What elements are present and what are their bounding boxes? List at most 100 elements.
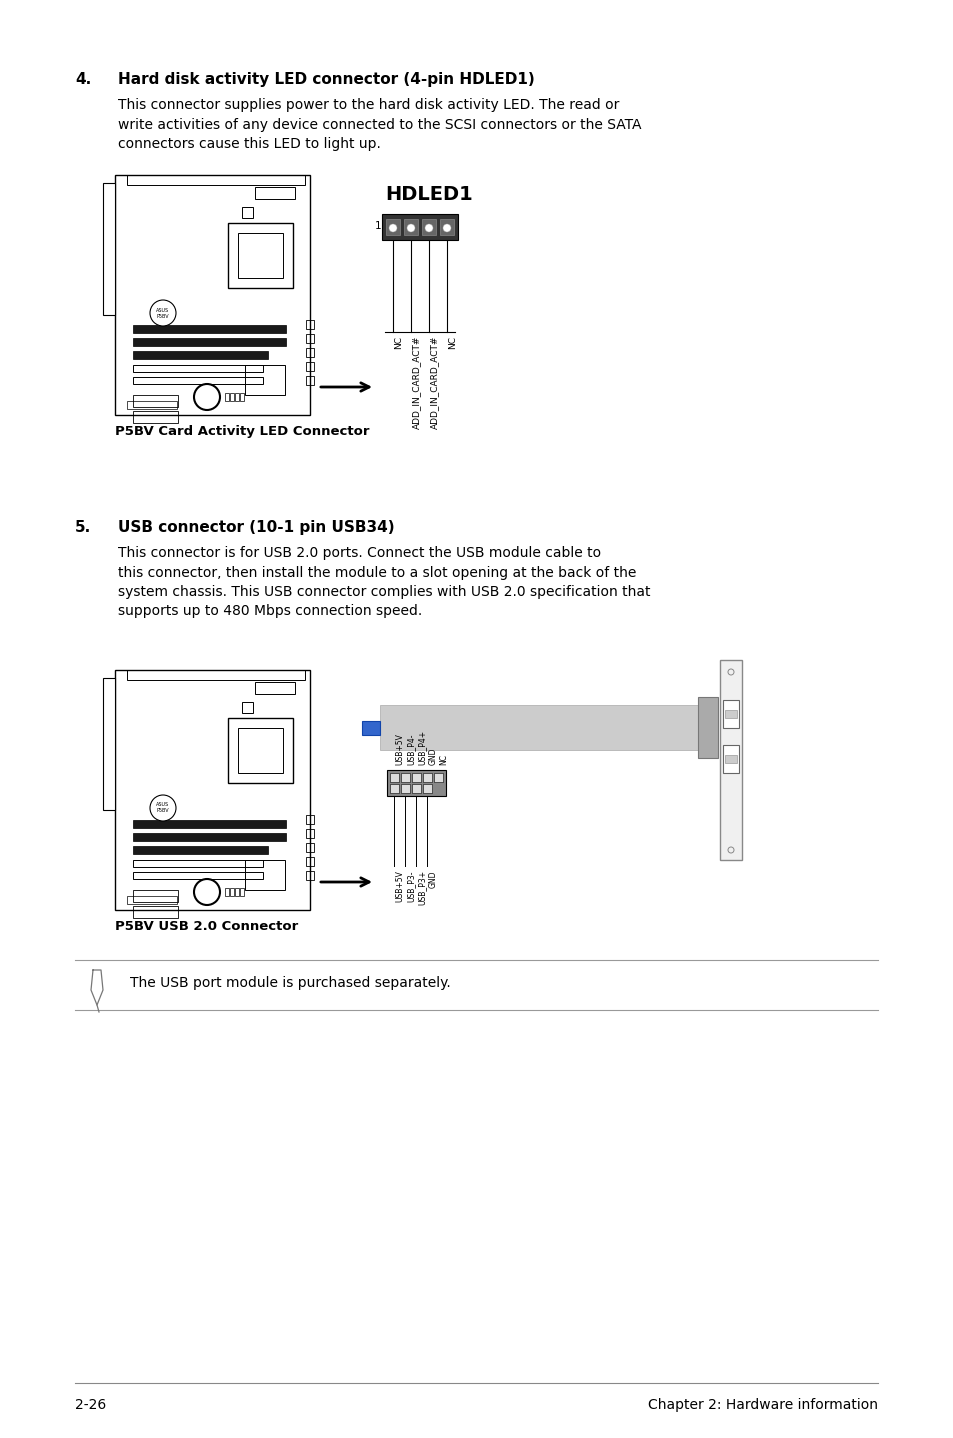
Circle shape <box>407 224 415 232</box>
Bar <box>127 175 305 186</box>
Bar <box>234 393 239 401</box>
Bar <box>103 677 115 810</box>
Bar <box>720 660 741 860</box>
Circle shape <box>193 384 220 410</box>
Bar <box>132 325 286 334</box>
Bar <box>245 860 285 890</box>
Text: This connector is for USB 2.0 ports. Connect the USB module cable to
this connec: This connector is for USB 2.0 ports. Con… <box>118 546 650 618</box>
Bar <box>230 393 233 401</box>
Bar <box>381 214 457 240</box>
Bar <box>306 334 314 344</box>
Text: NC: NC <box>394 336 402 349</box>
Text: NC: NC <box>439 754 448 765</box>
Bar <box>242 207 253 219</box>
Bar <box>412 774 420 782</box>
Circle shape <box>389 224 396 232</box>
Circle shape <box>150 795 175 821</box>
Bar <box>127 896 177 905</box>
Bar <box>306 871 314 880</box>
Bar <box>245 365 285 395</box>
Bar <box>722 745 739 774</box>
Bar <box>237 728 283 774</box>
Bar <box>230 889 233 896</box>
Bar <box>422 774 432 782</box>
Text: Hard disk activity LED connector (4-pin HDLED1): Hard disk activity LED connector (4-pin … <box>118 72 535 88</box>
Bar <box>400 774 410 782</box>
Bar <box>724 710 737 718</box>
Text: USB_P4+: USB_P4+ <box>417 731 426 765</box>
Bar <box>115 175 310 416</box>
Bar <box>132 338 286 347</box>
Bar <box>390 774 398 782</box>
Bar <box>306 828 314 838</box>
Bar <box>439 219 454 234</box>
Bar <box>254 682 294 695</box>
Bar <box>422 784 432 792</box>
Bar <box>127 670 305 680</box>
Circle shape <box>193 879 220 905</box>
Bar <box>724 755 737 764</box>
Text: GND: GND <box>428 870 437 887</box>
Bar <box>115 670 310 910</box>
Bar <box>132 833 286 841</box>
Text: USB connector (10-1 pin USB34): USB connector (10-1 pin USB34) <box>118 521 395 535</box>
Text: USB_P3-: USB_P3- <box>406 870 416 902</box>
Bar <box>722 700 739 728</box>
Text: The USB port module is purchased separately.: The USB port module is purchased separat… <box>130 976 450 989</box>
Bar <box>306 857 314 866</box>
Bar <box>306 375 314 385</box>
Bar <box>225 393 229 401</box>
Bar <box>127 401 177 408</box>
Bar <box>242 702 253 713</box>
Bar <box>132 395 178 407</box>
Bar <box>132 820 286 828</box>
Bar <box>234 889 239 896</box>
Bar <box>132 890 178 902</box>
Bar <box>132 860 263 867</box>
Bar <box>403 219 417 234</box>
Text: P5BV USB 2.0 Connector: P5BV USB 2.0 Connector <box>115 920 298 933</box>
Bar <box>254 187 294 198</box>
Text: USB+5V: USB+5V <box>395 733 404 765</box>
Circle shape <box>442 224 451 232</box>
Bar <box>386 219 399 234</box>
Bar <box>361 720 379 735</box>
Text: P5BV: P5BV <box>156 808 169 814</box>
Bar <box>387 769 446 797</box>
Bar <box>421 219 436 234</box>
Bar <box>132 871 263 879</box>
Bar <box>379 705 718 751</box>
Bar <box>237 233 283 278</box>
Bar <box>132 377 263 384</box>
Bar <box>390 784 398 792</box>
Bar <box>306 321 314 329</box>
Bar <box>132 846 268 854</box>
Bar <box>412 784 420 792</box>
Text: 2-26: 2-26 <box>75 1398 106 1412</box>
Text: P5BV: P5BV <box>156 313 169 318</box>
Text: ADD_IN_CARD_ACT#: ADD_IN_CARD_ACT# <box>412 336 420 430</box>
Text: 5.: 5. <box>75 521 91 535</box>
Text: USB_P4-: USB_P4- <box>406 733 416 765</box>
Bar <box>240 393 244 401</box>
Circle shape <box>424 224 433 232</box>
Text: NC: NC <box>448 336 456 349</box>
Text: USB_P3+: USB_P3+ <box>417 870 426 905</box>
Bar <box>132 365 263 372</box>
Circle shape <box>150 301 175 326</box>
Bar <box>306 815 314 824</box>
Bar <box>306 843 314 851</box>
Bar <box>698 697 718 758</box>
Text: ASUS: ASUS <box>156 802 170 808</box>
Bar <box>306 362 314 371</box>
Bar <box>132 411 178 423</box>
Text: 4.: 4. <box>75 72 91 88</box>
Bar <box>132 906 178 917</box>
Bar <box>132 351 268 360</box>
Text: HDLED1: HDLED1 <box>385 186 473 204</box>
Text: USB+5V: USB+5V <box>395 870 404 902</box>
Text: 1: 1 <box>374 221 380 232</box>
Bar <box>240 889 244 896</box>
Bar <box>103 183 115 315</box>
Bar <box>228 223 293 288</box>
